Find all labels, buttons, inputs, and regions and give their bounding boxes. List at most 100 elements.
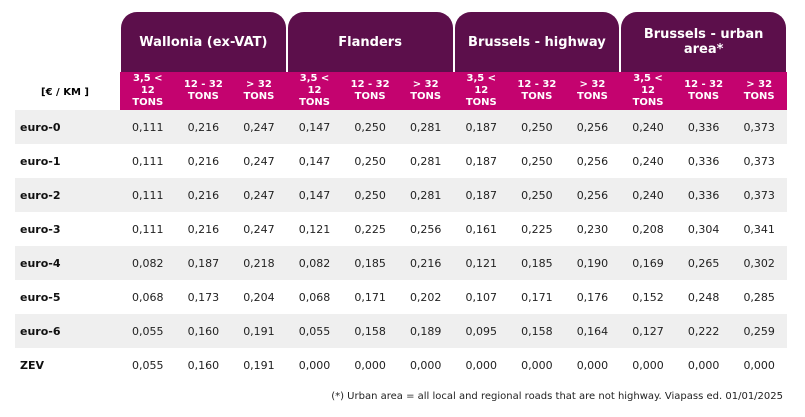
column-header: 3,5 < 12 TONS — [465, 73, 497, 108]
cell-value: 0,247 — [243, 154, 275, 168]
cell-value: 0,265 — [687, 256, 720, 270]
cell-value: 0,068 — [298, 290, 331, 304]
cell-value: 0,189 — [409, 324, 442, 338]
group-header: Flanders — [287, 12, 453, 72]
cell-value: 0,000 — [687, 358, 720, 372]
cell-value: 0,000 — [354, 358, 386, 372]
cell-value: 0,107 — [465, 290, 498, 304]
group-header: Wallonia (ex-VAT) — [121, 12, 286, 72]
cell-value: 0,250 — [354, 154, 386, 168]
row-label: euro-2 — [20, 188, 61, 202]
cell-value: 0,281 — [409, 188, 442, 202]
cell-value: 0,169 — [632, 256, 664, 270]
row-label: ZEV — [20, 358, 45, 372]
cell-value: 0,121 — [465, 256, 498, 270]
cell-value: 0,095 — [465, 324, 498, 338]
cell-value: 0,000 — [743, 358, 775, 372]
cell-value: 0,216 — [187, 188, 220, 202]
cell-value: 0,259 — [743, 324, 775, 338]
cell-value: 0,111 — [132, 120, 164, 134]
cell-value: 0,000 — [576, 358, 609, 372]
cell-value: 0,160 — [187, 358, 220, 372]
cell-value: 0,111 — [132, 154, 164, 168]
cell-value: 0,225 — [354, 222, 386, 236]
column-header: 3,5 < 12 TONS — [632, 73, 664, 108]
cell-value: 0,185 — [354, 256, 386, 270]
cell-value: 0,202 — [409, 290, 442, 304]
row-stripe — [15, 314, 787, 348]
cell-value: 0,247 — [243, 222, 275, 236]
cell-value: 0,281 — [409, 120, 442, 134]
unit-label: [€ / KM ] — [41, 86, 89, 98]
cell-value: 0,082 — [298, 256, 331, 270]
cell-value: 0,222 — [687, 324, 720, 338]
cell-value: 0,055 — [132, 358, 164, 372]
row-label: euro-3 — [20, 222, 61, 236]
cell-value: 0,225 — [521, 222, 553, 236]
cell-value: 0,250 — [521, 188, 553, 202]
cell-value: 0,373 — [743, 120, 775, 134]
cell-value: 0,187 — [465, 154, 498, 168]
cell-value: 0,173 — [187, 290, 220, 304]
subheader-band — [120, 72, 787, 110]
cell-value: 0,187 — [465, 188, 498, 202]
row-stripe — [15, 246, 787, 280]
cell-value: 0,171 — [521, 290, 553, 304]
cell-value: 0,240 — [632, 188, 664, 202]
column-header: 12 - 32 TONS — [183, 79, 223, 102]
cell-value: 0,185 — [521, 256, 553, 270]
cell-value: 0,240 — [632, 120, 664, 134]
cell-value: 0,000 — [298, 358, 331, 372]
column-header: 12 - 32 TONS — [517, 79, 557, 102]
column-header: > 32 TONS — [243, 79, 275, 102]
column-header: > 32 TONS — [743, 79, 775, 102]
row-label: euro-4 — [20, 256, 61, 270]
cell-value: 0,256 — [576, 120, 609, 134]
row-label: euro-5 — [20, 290, 61, 304]
row-stripe — [15, 110, 787, 144]
cell-value: 0,161 — [465, 222, 498, 236]
cell-value: 0,256 — [576, 154, 609, 168]
cell-value: 0,250 — [521, 120, 553, 134]
cell-value: 0,216 — [187, 154, 220, 168]
column-header: 3,5 < 12 TONS — [132, 73, 164, 108]
cell-value: 0,147 — [298, 154, 331, 168]
cell-value: 0,250 — [354, 120, 386, 134]
cell-value: 0,000 — [632, 358, 664, 372]
cell-value: 0,247 — [243, 120, 275, 134]
cell-value: 0,281 — [409, 154, 442, 168]
cell-value: 0,250 — [354, 188, 386, 202]
row-stripe — [15, 178, 787, 212]
cell-value: 0,055 — [298, 324, 331, 338]
cell-value: 0,230 — [576, 222, 609, 236]
cell-value: 0,256 — [576, 188, 609, 202]
cell-value: 0,250 — [521, 154, 553, 168]
cell-value: 0,248 — [687, 290, 720, 304]
cell-value: 0,304 — [687, 222, 720, 236]
cell-value: 0,111 — [132, 188, 164, 202]
cell-value: 0,336 — [687, 188, 720, 202]
cell-value: 0,247 — [243, 188, 275, 202]
row-label: euro-1 — [20, 154, 61, 168]
cell-value: 0,176 — [576, 290, 609, 304]
cell-value: 0,147 — [298, 120, 331, 134]
cell-value: 0,256 — [409, 222, 442, 236]
column-header: 12 - 32 TONS — [350, 79, 390, 102]
footnote: (*) Urban area = all local and regional … — [331, 391, 783, 402]
cell-value: 0,336 — [687, 120, 720, 134]
column-header: 12 - 32 TONS — [684, 79, 724, 102]
cell-value: 0,158 — [354, 324, 386, 338]
cell-value: 0,208 — [632, 222, 664, 236]
cell-value: 0,216 — [187, 120, 220, 134]
cell-value: 0,055 — [132, 324, 164, 338]
cell-value: 0,187 — [465, 120, 498, 134]
cell-value: 0,158 — [521, 324, 553, 338]
cell-value: 0,121 — [298, 222, 331, 236]
cell-value: 0,218 — [243, 256, 275, 270]
cell-value: 0,152 — [632, 290, 664, 304]
cell-value: 0,204 — [243, 290, 275, 304]
cell-value: 0,240 — [632, 154, 664, 168]
cell-value: 0,373 — [743, 188, 775, 202]
cell-value: 0,191 — [243, 324, 275, 338]
